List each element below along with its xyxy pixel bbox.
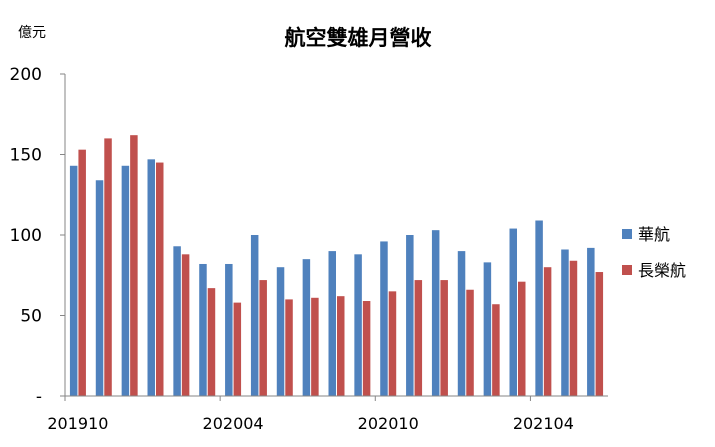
bar-series2: [362, 301, 371, 396]
bar-series1: [483, 262, 492, 396]
bar-series1: [250, 235, 259, 396]
bar-series1: [509, 228, 517, 396]
bar-series1: [302, 259, 311, 396]
bar-series2: [104, 138, 112, 396]
unit-label: 億元: [18, 25, 46, 41]
x-tick-label: 202004: [203, 414, 264, 433]
legend-swatch-1: [622, 229, 632, 239]
bar-series2: [78, 149, 86, 396]
bar-series2: [595, 272, 604, 396]
y-tick-label: 100: [10, 226, 42, 246]
y-tick-label: 50: [20, 307, 42, 327]
bar-series2: [569, 260, 578, 396]
y-axis-ticks: - 50 100 150 200: [10, 65, 65, 407]
bar-series1: [199, 263, 207, 396]
bar-series2: [207, 288, 216, 396]
bar-series2: [388, 291, 397, 396]
axes: [64, 74, 608, 397]
bar-series2: [466, 289, 474, 396]
bar-series2: [181, 254, 190, 396]
chart-title: 航空雙雄月營收: [285, 26, 432, 50]
legend-label-2: 長榮航: [638, 261, 686, 280]
bar-series1: [69, 165, 78, 396]
bar-series1: [354, 254, 362, 396]
x-tick-label: 202010: [358, 414, 419, 433]
bar-series2: [130, 135, 138, 396]
bar-series2: [259, 280, 267, 396]
x-axis-ticks: 201910 202004 202010 202104: [47, 396, 574, 433]
bar-series2: [156, 162, 164, 396]
bar-series1: [535, 220, 543, 396]
y-tick-label: 200: [10, 65, 42, 85]
y-tick-label: -: [36, 387, 42, 407]
bar-series1: [95, 180, 104, 396]
bar-series2: [414, 280, 423, 396]
bar-series2: [492, 304, 500, 396]
bar-series1: [121, 165, 130, 396]
legend-swatch-2: [622, 265, 632, 275]
bars: [69, 135, 604, 396]
bar-series2: [543, 267, 552, 396]
bar-series1: [431, 230, 440, 396]
bar-series1: [406, 235, 414, 396]
bar-series1: [225, 263, 233, 396]
bar-series2: [518, 281, 526, 396]
bar-series1: [328, 251, 336, 396]
bar-series2: [311, 297, 319, 396]
bar-series1: [587, 247, 595, 396]
x-tick-label: 202104: [513, 414, 574, 433]
bar-series1: [147, 159, 155, 396]
bar-series1: [380, 241, 388, 396]
y-tick-label: 150: [10, 146, 42, 166]
legend-label-1: 華航: [638, 225, 670, 244]
bar-series2: [285, 299, 293, 396]
bar-series2: [233, 302, 242, 396]
x-tick-label: 201910: [47, 414, 108, 433]
bar-series2: [337, 296, 345, 396]
bar-series1: [276, 267, 285, 396]
bar-series1: [457, 251, 466, 396]
bar-series2: [440, 280, 448, 396]
bar-series1: [173, 246, 181, 396]
bar-series1: [561, 249, 569, 396]
